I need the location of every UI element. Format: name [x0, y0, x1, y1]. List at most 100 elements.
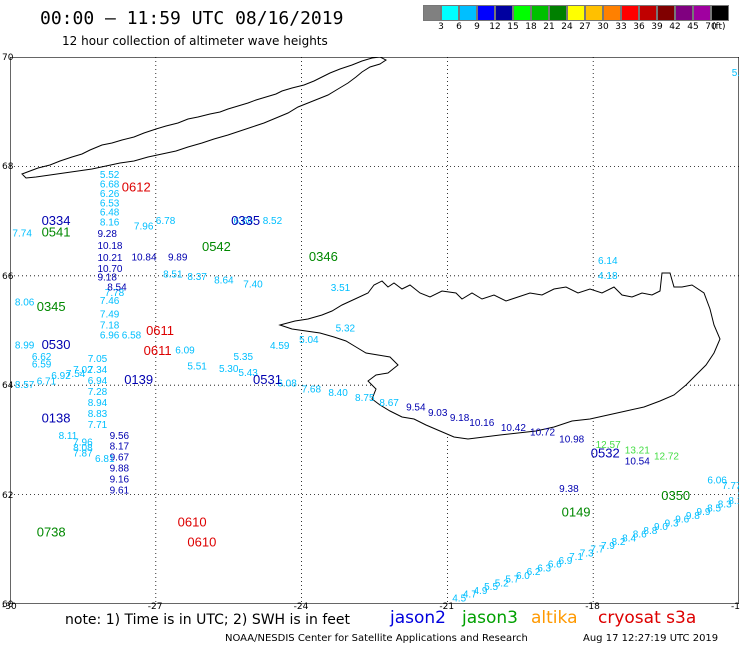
page-subtitle: 12 hour collection of altimeter wave hei…	[62, 34, 328, 48]
scale-label: 3	[438, 22, 444, 32]
wave-height-value: 7.78	[105, 288, 125, 299]
scale-swatch	[477, 5, 495, 21]
wave-height-value: 3.51	[331, 283, 351, 294]
wave-height-value: 10.72	[530, 428, 555, 439]
pass-time: 0530	[42, 337, 71, 352]
wave-height-value: 7.18	[100, 320, 120, 331]
scale-swatch	[495, 5, 513, 21]
wave-height-value: 4.18	[598, 271, 618, 282]
wave-height-value: 6.92	[51, 371, 71, 382]
scale-swatch	[603, 5, 621, 21]
wave-height-value: 9.54	[406, 402, 426, 413]
lon-label: -30	[2, 602, 17, 612]
wave-height-value: 7.1	[569, 552, 583, 563]
wave-height-value: 10.70	[97, 264, 122, 275]
wave-height-value: 6.62	[32, 352, 52, 363]
pass-time: 0611	[144, 343, 172, 358]
wave-height-value: 5.35	[234, 352, 254, 363]
lon-label: -15	[731, 602, 740, 612]
pass-time: 0139	[124, 372, 153, 387]
wave-height-value: 8.1	[728, 496, 739, 507]
scale-label: 24	[561, 22, 573, 32]
wave-height-value: 6.9	[558, 556, 572, 567]
wave-height-value: 9.16	[110, 475, 130, 486]
wave-height-value: 9.56	[110, 431, 130, 442]
wave-height-value: 9.67	[110, 453, 130, 464]
pass-time: 0531	[253, 372, 282, 387]
pass-time: 0350	[661, 488, 690, 503]
iceland-coastline	[278, 272, 721, 440]
wave-height-value: 5.51	[187, 361, 207, 372]
pass-time: 0610	[187, 535, 216, 550]
wave-height-value: 5.5	[484, 582, 498, 593]
wave-height-value: 5.30	[219, 364, 239, 375]
pass-time: 0335	[231, 213, 260, 228]
wave-height-value: 7.9	[601, 541, 615, 552]
scale-swatch	[711, 5, 729, 21]
scale-label: 12	[489, 22, 501, 32]
wave-height-value: 7.7	[590, 545, 604, 556]
altimeter-tracks: 5.526.686.266.536.488.16 7.787.46 7.497.18…	[12, 68, 739, 498]
wave-height-value: 9.18	[450, 413, 470, 424]
wave-height-value: 7.71	[88, 420, 108, 431]
wave-height-value: 8.54	[107, 283, 127, 294]
scale-swatch	[639, 5, 657, 21]
color-scale	[423, 5, 729, 21]
pass-time: 0334	[42, 213, 71, 228]
wave-height-value: 8.3	[718, 500, 732, 511]
wave-height-value: 8.8	[643, 526, 657, 537]
wave-height-value: 9.6	[675, 515, 689, 526]
wave-height-value: 8.16	[100, 217, 120, 228]
legend-jason2: jason2	[390, 608, 446, 628]
pass-time: 0346	[309, 249, 338, 264]
wave-height-value: 7.40	[243, 279, 263, 290]
wave-height-value: 8.2	[612, 537, 626, 548]
wave-height-value: 6.09	[175, 345, 195, 356]
wave-height-value: 7.54	[66, 369, 86, 380]
wave-height-value: 8.51	[163, 269, 183, 280]
lon-label: -21	[439, 602, 455, 612]
wave-height-value: 5.04	[299, 335, 319, 346]
lat-label: 60	[2, 600, 14, 610]
wave-height-value: 7.68	[302, 384, 322, 395]
scale-label: 33	[615, 22, 627, 32]
scale-swatch	[549, 5, 567, 21]
wave-height-value: 8.75	[355, 393, 375, 404]
wave-height-value: 7.05	[88, 354, 108, 365]
wave-height-value: 9.03	[428, 408, 448, 419]
wave-height-value: 6.59	[32, 360, 52, 371]
wave-height-value: 7.3	[580, 548, 594, 559]
wave-height-value: 6.96	[100, 331, 120, 342]
wave-height-value: 4.7	[463, 590, 477, 601]
wave-height-value: 9.18	[97, 273, 117, 284]
wave-height-value: 7.96	[73, 437, 93, 448]
scale-label: 45	[687, 22, 699, 32]
wave-height-value: 6.78	[156, 216, 176, 227]
wave-height-value: 7.20	[737, 487, 739, 498]
wave-height-value: 8.4	[622, 533, 636, 544]
scale-label: 15	[507, 22, 519, 32]
lon-label: -27	[147, 602, 163, 612]
wave-height-value: 7.87	[73, 448, 93, 459]
wave-height-value: 8.99	[15, 341, 35, 352]
wave-height-value: 4.9	[474, 586, 488, 597]
wave-height-value: 6.53	[100, 198, 120, 209]
wave-height-value: 10.54	[625, 457, 650, 468]
scale-label: 27	[579, 22, 591, 32]
wave-height-value: 6.58	[122, 331, 142, 342]
lon-label: -24	[293, 602, 309, 612]
wave-height-value: 9.88	[110, 464, 130, 475]
lat-label: 70	[2, 53, 14, 63]
wave-height-value: 8.06	[15, 297, 35, 308]
scale-unit: (ft)	[712, 22, 726, 32]
wave-height-value: 6.6	[548, 560, 562, 571]
wave-height-value: 5.66	[732, 68, 739, 79]
wave-height-value: 7.46	[100, 296, 120, 307]
scale-label: 42	[669, 22, 681, 32]
wave-height-value: 9.38	[559, 484, 579, 495]
wave-height-value: 5.43	[238, 368, 258, 379]
scale-label: 39	[651, 22, 663, 32]
wave-height-value: 7.74	[12, 228, 32, 239]
wave-height-value: 7.77	[722, 481, 739, 492]
